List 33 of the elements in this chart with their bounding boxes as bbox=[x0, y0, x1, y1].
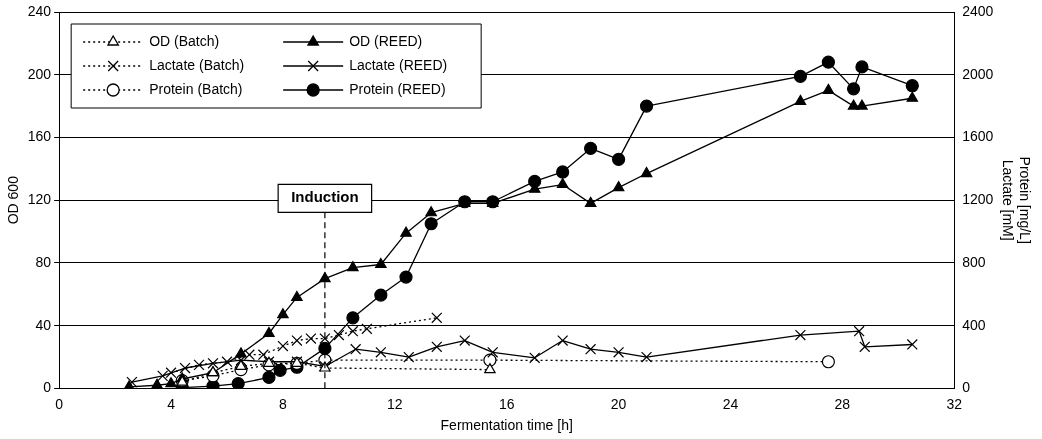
x-tick-label: 20 bbox=[610, 395, 627, 412]
legend-label: Protein (Batch) bbox=[149, 80, 243, 97]
legend-label: OD (REED) bbox=[349, 32, 423, 49]
legend-label: Protein (REED) bbox=[349, 80, 446, 97]
y-tick-label: 200 bbox=[27, 65, 52, 82]
y-tick-label: 40 bbox=[35, 316, 52, 333]
y2-tick-label: 400 bbox=[962, 316, 986, 333]
x-axis-title: Fermentation time [h] bbox=[440, 417, 573, 434]
y2-tick-label: 2000 bbox=[962, 65, 994, 82]
legend-label: OD (Batch) bbox=[149, 32, 220, 49]
y2-tick-label: 1600 bbox=[962, 128, 994, 145]
y-tick-label: 240 bbox=[27, 2, 52, 19]
y-tick-label: 80 bbox=[35, 253, 52, 270]
y2-axis-title: Protein [mg/L] Lactate [mM] bbox=[999, 156, 1033, 244]
x-tick-label: 4 bbox=[167, 395, 176, 412]
x-tick-label: 0 bbox=[55, 395, 64, 412]
y-axis-title: OD 600 bbox=[5, 175, 22, 225]
y2-tick-label: 1200 bbox=[962, 191, 994, 208]
x-tick-label: 16 bbox=[498, 395, 515, 412]
ref-line-label: Induction bbox=[291, 188, 359, 206]
x-tick-label: 28 bbox=[834, 395, 851, 412]
x-tick-label: 12 bbox=[387, 395, 403, 412]
y2-tick-label: 0 bbox=[962, 379, 971, 396]
y-tick-label: 120 bbox=[27, 191, 52, 208]
x-tick-label: 8 bbox=[279, 395, 288, 412]
legend-label: Lactate (REED) bbox=[349, 56, 448, 73]
y-tick-label: 0 bbox=[43, 379, 52, 396]
x-tick-label: 24 bbox=[722, 395, 739, 412]
y2-tick-label: 2400 bbox=[962, 2, 994, 19]
x-tick-label: 32 bbox=[946, 395, 963, 412]
legend-label: Lactate (Batch) bbox=[149, 56, 245, 73]
y2-tick-label: 800 bbox=[962, 253, 986, 270]
y-tick-label: 160 bbox=[27, 128, 52, 145]
